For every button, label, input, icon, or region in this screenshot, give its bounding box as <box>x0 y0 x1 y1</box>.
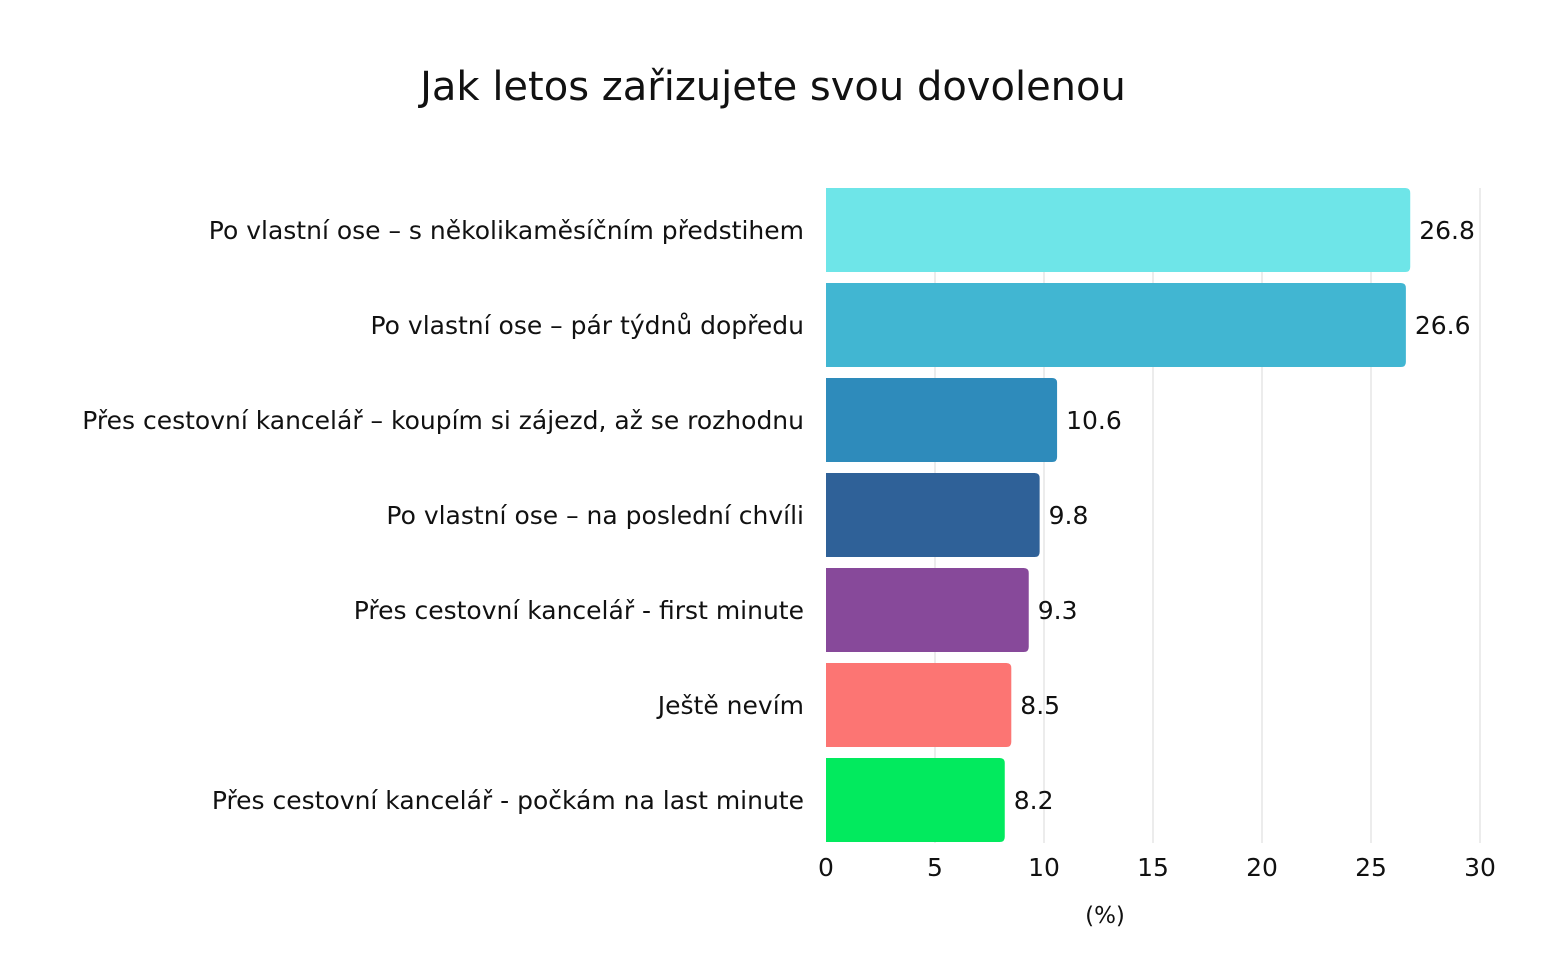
category-label: Přes cestovní kancelář - počkám na last … <box>212 786 804 815</box>
bar <box>826 473 1040 557</box>
x-axis-title: (%) <box>1085 903 1125 929</box>
category-labels: Po vlastní ose – s několikaměsíčním před… <box>82 216 804 815</box>
bar <box>826 188 1411 272</box>
x-tick-label: 10 <box>1028 853 1060 882</box>
category-label: Po vlastní ose – na poslední chvíli <box>386 501 804 530</box>
category-label: Ještě nevím <box>656 691 804 720</box>
x-tick-label: 5 <box>927 853 943 882</box>
category-label: Přes cestovní kancelář - first minute <box>354 596 804 625</box>
chart-title: Jak letos zařizujete svou dovolenou <box>417 64 1126 110</box>
data-label: 8.2 <box>1014 786 1054 815</box>
x-tick-label: 15 <box>1137 853 1169 882</box>
data-label: 10.6 <box>1066 406 1122 435</box>
x-tick-label: 0 <box>818 853 834 882</box>
bar <box>826 378 1058 462</box>
category-label: Po vlastní ose – pár týdnů dopředu <box>370 311 804 340</box>
category-label: Po vlastní ose – s několikaměsíčním před… <box>209 216 804 245</box>
x-tick-label: 25 <box>1355 853 1387 882</box>
data-label: 26.8 <box>1419 216 1475 245</box>
data-label: 9.3 <box>1038 596 1078 625</box>
x-axis-ticks: 0 5 10 15 20 25 30 <box>818 853 1496 882</box>
data-label: 8.5 <box>1020 691 1060 720</box>
bar <box>826 283 1406 367</box>
bar <box>826 758 1005 842</box>
x-tick-label: 30 <box>1464 853 1496 882</box>
bar <box>826 663 1012 747</box>
bars <box>826 188 1411 842</box>
data-label: 26.6 <box>1415 311 1471 340</box>
data-label: 9.8 <box>1049 501 1089 530</box>
bar <box>826 568 1029 652</box>
value-labels: 26.8 26.6 10.6 9.8 9.3 8.5 8.2 <box>1014 216 1475 815</box>
x-tick-label: 20 <box>1246 853 1278 882</box>
category-label: Přes cestovní kancelář – koupím si zájez… <box>82 406 804 435</box>
